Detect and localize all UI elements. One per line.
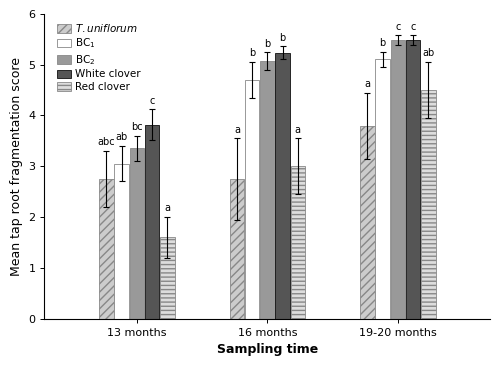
Text: a: a [364, 79, 370, 89]
Text: a: a [234, 125, 240, 135]
Bar [421, 90, 436, 319]
Text: b: b [264, 39, 270, 49]
Bar [276, 53, 290, 319]
Text: bc: bc [131, 122, 142, 132]
Bar [99, 179, 114, 319]
Bar [360, 126, 374, 319]
Text: c: c [395, 22, 400, 31]
Bar [260, 61, 274, 319]
Text: b: b [249, 48, 256, 59]
Text: c: c [410, 22, 416, 31]
Bar [290, 166, 305, 319]
Bar [145, 124, 160, 319]
Y-axis label: Mean tap root fragmentation score: Mean tap root fragmentation score [10, 57, 22, 276]
X-axis label: Sampling time: Sampling time [216, 343, 318, 356]
Text: ab: ab [116, 132, 128, 142]
Text: a: a [295, 125, 301, 135]
Text: a: a [164, 203, 170, 213]
Bar [130, 149, 144, 319]
Text: b: b [380, 38, 386, 48]
Bar [406, 40, 420, 319]
Text: abc: abc [98, 137, 115, 147]
Bar [245, 80, 260, 319]
Text: c: c [150, 96, 155, 106]
Text: b: b [280, 33, 285, 43]
Text: ab: ab [422, 48, 434, 59]
Legend: $\it{T. uniflorum}$, BC$_1$, BC$_2$, White clover, Red clover: $\it{T. uniflorum}$, BC$_1$, BC$_2$, Whi… [54, 19, 144, 95]
Bar [114, 164, 129, 319]
Bar [376, 59, 390, 319]
Bar [390, 40, 405, 319]
Bar [230, 179, 244, 319]
Bar [160, 238, 174, 319]
